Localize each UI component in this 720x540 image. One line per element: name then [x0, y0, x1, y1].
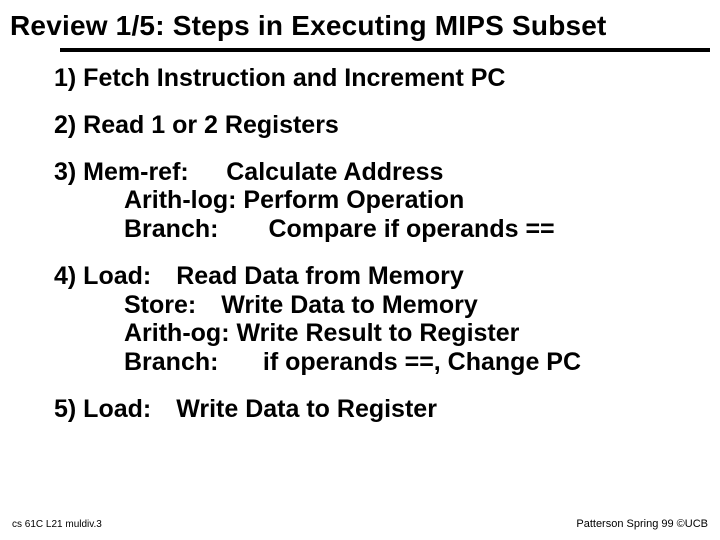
- title-underline: [60, 48, 710, 52]
- slide: Review 1/5: Steps in Executing MIPS Subs…: [0, 0, 720, 540]
- slide-body: 1) Fetch Instruction and Increment PC 2)…: [0, 64, 720, 424]
- slide-title: Review 1/5: Steps in Executing MIPS Subs…: [0, 0, 720, 48]
- step-3: 3) Mem-ref: Calculate Address Arith-log:…: [54, 158, 700, 244]
- step-5-text: 5) Load: Write Data to Register: [54, 395, 437, 423]
- step-3-line3: Branch: Compare if operands ==: [88, 215, 700, 244]
- step-5: 5) Load: Write Data to Register: [54, 395, 700, 424]
- step-2-text: 2) Read 1 or 2 Registers: [54, 111, 339, 139]
- step-4-line3: Arith-og: Write Result to Register: [88, 319, 700, 348]
- step-4: 4) Load: Read Data from Memory Store: Wr…: [54, 262, 700, 377]
- step-4-line1: 4) Load: Read Data from Memory: [54, 262, 464, 290]
- step-1: 1) Fetch Instruction and Increment PC: [54, 64, 700, 93]
- step-3-line1: 3) Mem-ref: Calculate Address: [54, 158, 443, 186]
- step-2: 2) Read 1 or 2 Registers: [54, 111, 700, 140]
- step-1-text: 1) Fetch Instruction and Increment PC: [54, 64, 505, 92]
- footer-left: cs 61C L21 muldiv.3: [12, 519, 102, 530]
- step-4-line4: Branch: if operands ==, Change PC: [88, 348, 700, 377]
- step-4-line2: Store: Write Data to Memory: [88, 291, 700, 320]
- footer-right: Patterson Spring 99 ©UCB: [576, 518, 708, 530]
- step-3-line2: Arith-log: Perform Operation: [88, 186, 700, 215]
